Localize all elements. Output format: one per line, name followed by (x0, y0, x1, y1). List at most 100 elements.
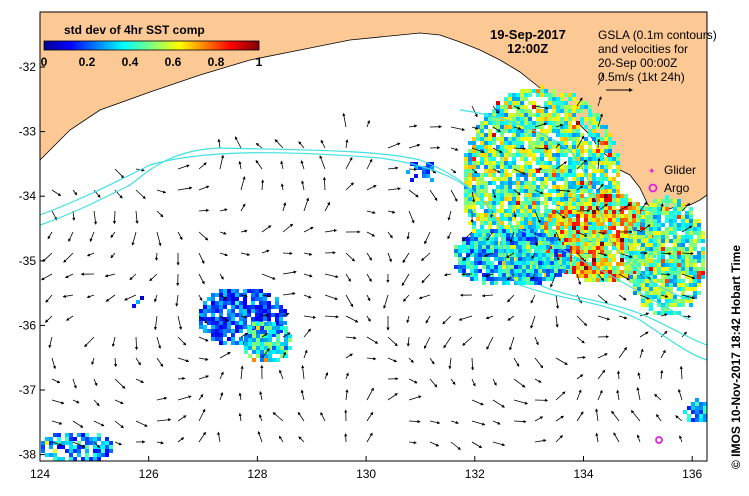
sst-pixel (683, 410, 687, 414)
sst-pixel (203, 313, 207, 317)
sst-pixel (673, 247, 677, 251)
sst-pixel (562, 245, 566, 249)
sst-pixel (223, 293, 227, 297)
sst-pixel (231, 313, 235, 317)
sst-pixel (516, 117, 520, 121)
sst-pixel (544, 133, 548, 137)
colorbar-tick-label: 1 (256, 55, 263, 69)
velocity-arrow (387, 187, 401, 191)
sst-pixel (693, 255, 697, 259)
sst-pixel (596, 242, 600, 246)
velocity-arrow (471, 399, 484, 406)
sst-pixel (681, 283, 685, 287)
sst-pixel (612, 198, 616, 202)
sst-pixel (564, 185, 568, 189)
sst-pixel (77, 453, 81, 457)
velocity-arrow (41, 273, 53, 281)
sst-pixel (474, 245, 478, 249)
sst-pixel (288, 346, 292, 350)
sst-pixel (604, 230, 608, 234)
sst-pixel (558, 241, 562, 245)
velocity-arrow (618, 273, 630, 281)
sst-pixel (203, 325, 207, 329)
sst-pixel (468, 185, 472, 189)
sst-pixel (669, 267, 673, 271)
sst-pixel (612, 246, 616, 250)
sst-pixel (629, 239, 633, 243)
sst-pixel (673, 239, 677, 243)
velocity-arrow (366, 185, 377, 191)
sst-pixel (645, 263, 649, 267)
sst-pixel (199, 313, 203, 317)
sst-pixel (502, 277, 506, 281)
sst-pixel (476, 189, 480, 193)
velocity-arrow (471, 378, 476, 387)
velocity-arrow (219, 208, 228, 212)
sst-pixel (530, 253, 534, 257)
sst-pixel (520, 209, 524, 213)
sst-pixel (528, 221, 532, 225)
sst-pixel (560, 101, 564, 105)
sst-pixel (685, 235, 689, 239)
sst-pixel (677, 215, 681, 219)
sst-pixel (592, 202, 596, 206)
sst-pixel (657, 251, 661, 255)
sst-pixel (500, 209, 504, 213)
sst-pixel (612, 189, 616, 193)
velocity-arrow (402, 294, 410, 302)
sst-pixel (640, 226, 644, 230)
velocity-arrow (576, 411, 584, 422)
sst-pixel (665, 211, 669, 215)
sst-pixel (41, 441, 45, 445)
sst-pixel (203, 329, 207, 333)
sst-pixel (568, 113, 572, 117)
sst-pixel (480, 185, 484, 189)
sst-pixel (518, 229, 522, 233)
sst-pixel (558, 273, 562, 277)
sst-pixel (504, 113, 508, 117)
sst-pixel (231, 321, 235, 325)
sst-pixel (247, 313, 251, 317)
sst-pixel (592, 113, 596, 117)
sst-pixel (406, 170, 410, 174)
sst-pixel (510, 273, 514, 277)
gsla-note-line-3: 20-Sep 00:00Z (598, 56, 677, 70)
sst-pixel (616, 173, 620, 177)
sst-pixel (474, 241, 478, 245)
sst-pixel (588, 185, 592, 189)
sst-pixel (520, 117, 524, 121)
velocity-arrow (114, 420, 124, 429)
sst-pixel (534, 257, 538, 261)
sst-pixel (462, 241, 466, 245)
sst-pixel (81, 457, 85, 461)
sst-pixel (653, 239, 657, 243)
sst-pixel (526, 241, 530, 245)
sst-pixel (532, 113, 536, 117)
sst-pixel (538, 261, 542, 265)
sst-pixel (544, 222, 548, 226)
sst-pixel (554, 241, 558, 245)
velocity-arrow (595, 432, 599, 443)
sst-pixel (502, 241, 506, 245)
sst-pixel (699, 410, 703, 414)
sst-pixel (203, 305, 207, 309)
sst-pixel (693, 227, 697, 231)
sst-pixel (528, 197, 532, 201)
sst-pixel (466, 249, 470, 253)
sst-pixel (641, 215, 645, 219)
sst-pixel (255, 289, 259, 293)
sst-pixel (532, 201, 536, 205)
sst-pixel (247, 289, 251, 293)
sst-pixel (608, 198, 612, 202)
sst-pixel (520, 109, 524, 113)
sst-pixel (600, 266, 604, 270)
sst-pixel (584, 270, 588, 274)
sst-pixel (248, 354, 252, 358)
sst-pixel (506, 273, 510, 277)
sst-pixel (506, 257, 510, 261)
sst-pixel (256, 342, 260, 346)
sst-pixel (641, 279, 645, 283)
velocity-arrow (387, 336, 398, 347)
sst-pixel (681, 203, 685, 207)
sst-pixel (657, 263, 661, 267)
